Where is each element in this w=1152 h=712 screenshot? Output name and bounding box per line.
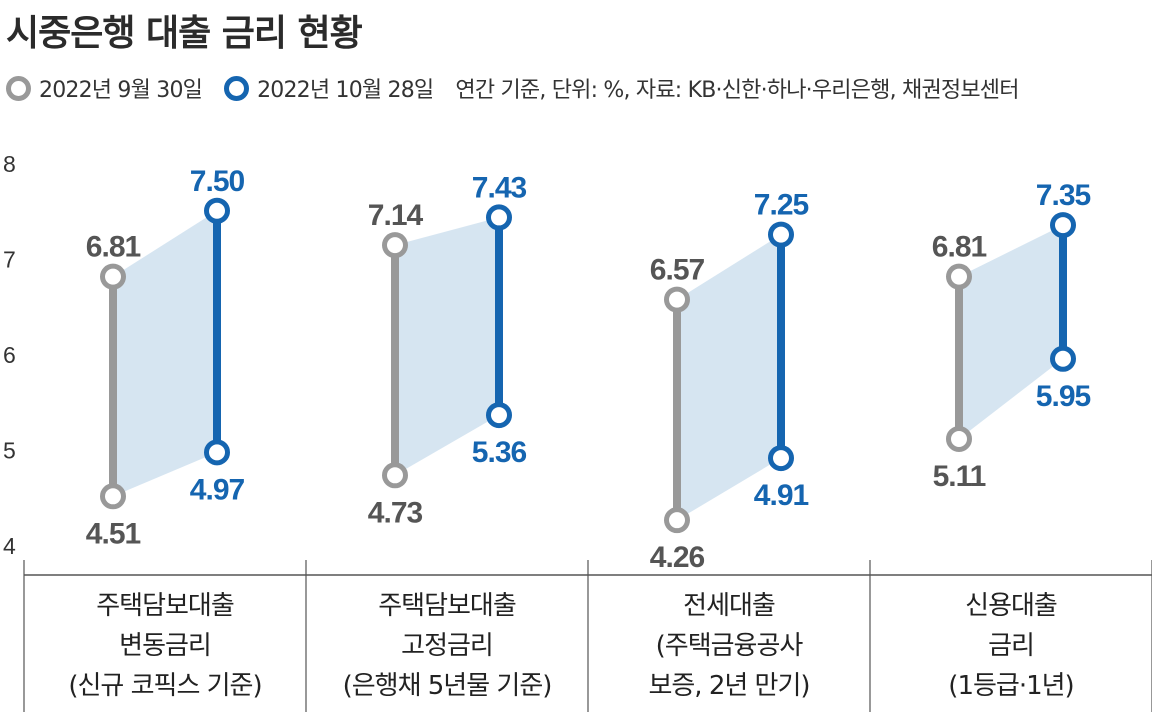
category-label-0-line3: (신규 코픽스 기준) <box>68 671 262 701</box>
series1-low-label-1: 4.73 <box>368 496 423 529</box>
range-band-2 <box>677 234 781 521</box>
series1-high-label-1: 7.14 <box>368 199 424 232</box>
source-note: 연간 기준, 단위: %, 자료: KB·신한·하나·우리은행, 채권정보센터 <box>455 78 1019 103</box>
category-label-2-line2: (주택금융공사 <box>655 631 804 661</box>
y-tick-label-6: 6 <box>3 342 16 368</box>
legend-label-series2: 2022년 10월 28일 <box>257 78 434 103</box>
series2-high-point-2 <box>768 221 794 248</box>
series1-high-point-0 <box>100 263 126 290</box>
y-tick-label-7: 7 <box>3 247 16 273</box>
legend-marker-blue <box>224 75 250 101</box>
category-label-0: 주택담보대출 변동금리 (신규 코픽스 기준) <box>24 586 306 706</box>
series2-low-label-3: 5.95 <box>1036 380 1091 413</box>
category-label-2-line1: 전세대출 <box>683 591 776 621</box>
series1-low-label-2: 4.26 <box>650 541 705 574</box>
series1-high-point-2 <box>664 286 690 313</box>
category-label-3-line3: (1등급·1년) <box>948 671 1074 701</box>
series1-high-label-0: 6.81 <box>86 231 141 264</box>
category-label-3: 신용대출 금리 (1등급·1년) <box>870 586 1152 706</box>
series2-high-label-1: 7.43 <box>472 171 527 204</box>
series1-low-point-3 <box>946 425 972 452</box>
series1-low-point-2 <box>664 507 690 534</box>
series2-high-point-0 <box>204 197 230 224</box>
series2-low-label-1: 5.36 <box>472 436 527 469</box>
category-label-1: 주택담보대출 고정금리 (은행채 5년물 기준) <box>306 586 588 706</box>
legend-label-series1: 2022년 9월 30일 <box>39 78 203 103</box>
series1-high-label-2: 6.57 <box>650 254 705 287</box>
series1-low-label-3: 5.11 <box>933 460 986 493</box>
category-label-0-line1: 주택담보대출 <box>96 591 235 621</box>
range-band-1 <box>395 217 499 476</box>
series2-low-label-2: 4.91 <box>754 479 809 512</box>
series1-high-point-1 <box>382 232 408 259</box>
series2-low-point-1 <box>486 402 512 429</box>
series2-high-point-3 <box>1050 212 1076 239</box>
series2-high-point-1 <box>486 204 512 231</box>
y-tick-label-4: 4 <box>3 533 16 559</box>
category-label-3-line1: 신용대출 <box>965 591 1058 621</box>
legend-item-series1: 2022년 9월 30일 <box>6 72 203 104</box>
series2-low-point-3 <box>1050 345 1076 372</box>
y-tick-label-8: 8 <box>3 151 16 177</box>
category-label-2: 전세대출 (주택금융공사 보증, 2년 만기) <box>588 586 870 706</box>
series2-high-label-0: 7.50 <box>190 165 245 198</box>
series2-high-label-3: 7.35 <box>1036 179 1091 212</box>
range-band-0 <box>113 210 217 497</box>
series1-high-point-3 <box>946 263 972 290</box>
category-label-3-line2: 금리 <box>988 631 1035 661</box>
range-band-3 <box>959 225 1063 439</box>
category-label-0-line2: 변동금리 <box>119 631 212 661</box>
series2-high-label-2: 7.25 <box>754 189 809 222</box>
series1-low-point-1 <box>382 462 408 489</box>
series1-low-point-0 <box>100 483 126 510</box>
category-label-1-line1: 주택담보대출 <box>378 591 517 621</box>
chart-title: 시중은행 대출 금리 현황 <box>6 13 363 54</box>
series2-low-point-0 <box>204 439 230 466</box>
y-tick-label-5: 5 <box>3 438 16 464</box>
series1-high-label-3: 6.81 <box>932 231 987 264</box>
category-label-1-line2: 고정금리 <box>401 631 494 661</box>
series1-low-label-0: 4.51 <box>86 517 141 550</box>
legend: 2022년 9월 30일 2022년 10월 28일 연간 기준, 단위: %,… <box>6 72 1019 104</box>
category-label-1-line3: (은행채 5년물 기준) <box>342 671 553 701</box>
legend-item-series2: 2022년 10월 28일 <box>224 72 434 104</box>
series2-low-point-2 <box>768 445 794 472</box>
series2-low-label-0: 4.97 <box>190 473 245 506</box>
category-label-2-line3: 보증, 2년 만기) <box>648 671 810 701</box>
legend-marker-gray <box>6 75 31 101</box>
